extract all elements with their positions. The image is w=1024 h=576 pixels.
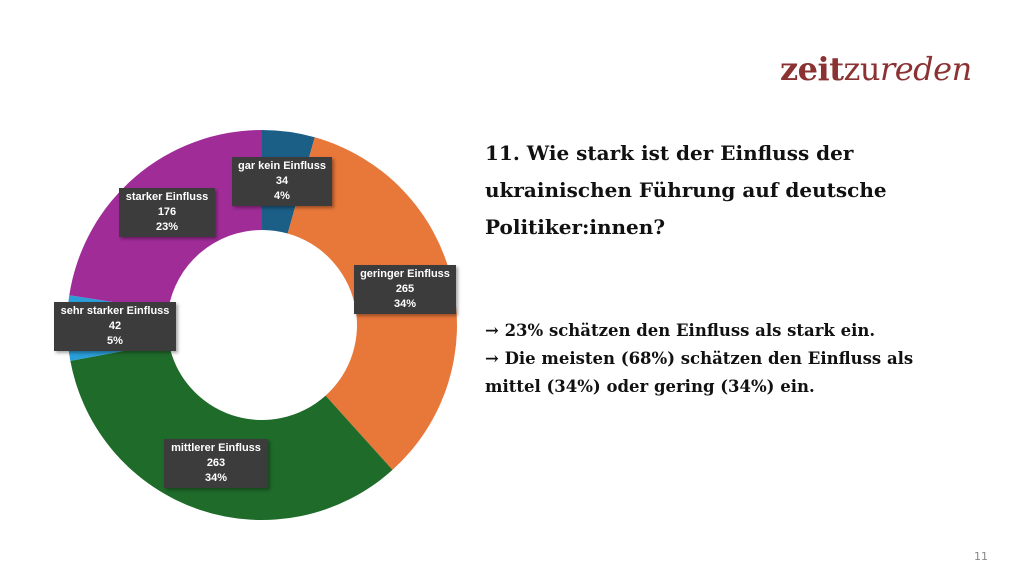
data-label-geringer: geringer Einfluss 265 34% <box>354 265 456 314</box>
bullet-1: → 23% schätzen den Einfluss als stark ei… <box>485 321 876 340</box>
logo: zeitzureden <box>780 50 972 88</box>
data-label-mittlerer: mittlerer Einfluss 263 34% <box>164 439 268 488</box>
page-number: 11 <box>974 550 988 563</box>
bullet-2: → Die meisten (68%) schätzen den Einflus… <box>485 349 914 396</box>
data-label-sehr-starker: sehr starker Einfluss 42 5% <box>54 302 176 351</box>
slide-title: 11. Wie stark ist der Einfluss der ukrai… <box>485 141 887 239</box>
data-label-gar-kein: gar kein Einfluss 34 4% <box>232 157 332 206</box>
data-label-starker: starker Einfluss 176 23% <box>119 188 215 237</box>
donut-slice-mittlerer-einfluss <box>70 342 393 521</box>
